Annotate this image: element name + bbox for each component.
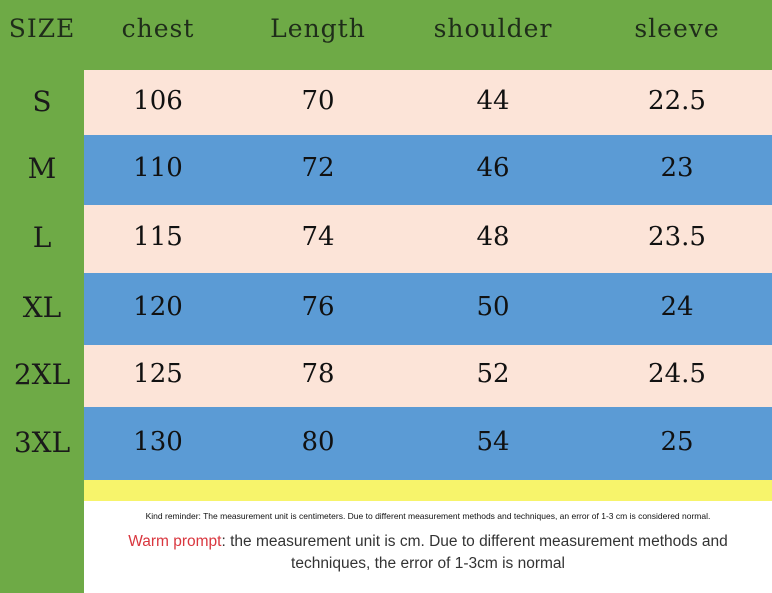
header-size: SIZE (8, 14, 76, 43)
size-label: 2XL (13, 358, 71, 391)
header-chest: chest (121, 14, 195, 43)
shoulder-value: 44 (476, 85, 510, 116)
sleeve-value: 24 (660, 292, 694, 322)
table-row (84, 135, 772, 205)
chest-value: 115 (133, 222, 183, 252)
size-label: XL (22, 291, 62, 324)
notes-panel: Kind reminder: The measurement unit is c… (84, 501, 772, 593)
shoulder-value: 46 (476, 153, 510, 183)
length-value: 80 (301, 426, 335, 457)
sleeve-value: 23 (660, 153, 694, 183)
length-value: 78 (301, 359, 335, 389)
table-row (84, 70, 772, 135)
chest-value: 120 (133, 292, 183, 322)
shoulder-value: 50 (476, 292, 510, 322)
table-row (84, 205, 772, 273)
shoulder-value: 54 (476, 426, 510, 457)
sleeve-value: 24.5 (648, 359, 706, 389)
header-length: Length (270, 14, 366, 43)
sleeve-value: 25 (660, 426, 694, 457)
sleeve-value: 23.5 (648, 222, 706, 252)
size-label: S (32, 84, 52, 118)
warm-prompt-text: : the measurement unit is cm. Due to dif… (221, 533, 728, 572)
header-sleeve: sleeve (634, 14, 720, 43)
table-row (84, 407, 772, 480)
table-row (84, 273, 772, 345)
length-value: 70 (301, 85, 335, 116)
length-value: 72 (301, 153, 335, 183)
yellow-divider (84, 480, 772, 501)
chest-value: 106 (133, 85, 183, 116)
size-label: M (27, 152, 57, 185)
size-label: L (32, 221, 52, 254)
warm-prompt-label: Warm prompt (128, 533, 222, 550)
size-label: 3XL (13, 425, 71, 459)
chest-value: 125 (133, 359, 183, 389)
table-row (84, 345, 772, 407)
shoulder-value: 52 (476, 359, 510, 389)
warm-prompt: Warm prompt: the measurement unit is cm.… (84, 531, 772, 575)
chest-value: 130 (133, 426, 183, 457)
header-shoulder: shoulder (433, 14, 553, 43)
length-value: 76 (301, 292, 335, 322)
chest-value: 110 (133, 153, 183, 183)
kind-reminder: Kind reminder: The measurement unit is c… (145, 511, 711, 521)
length-value: 74 (301, 222, 335, 252)
sleeve-value: 22.5 (648, 85, 706, 116)
shoulder-value: 48 (476, 222, 510, 252)
